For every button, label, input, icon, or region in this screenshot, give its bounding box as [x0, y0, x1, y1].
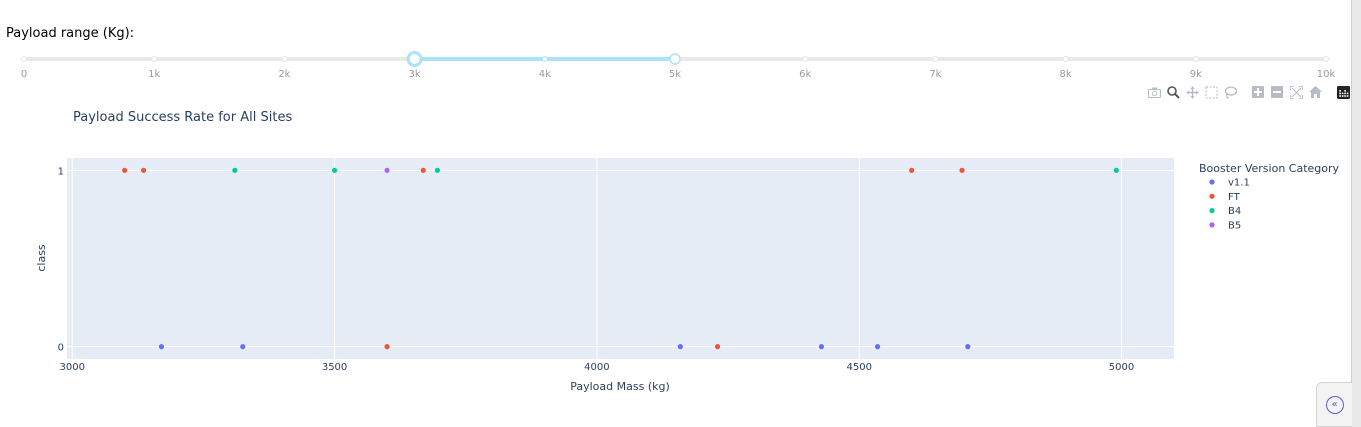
double-chevron-left-icon: «	[1325, 395, 1344, 414]
payload-scatter-chart: Payload Success Rate for All Sites Paylo…	[0, 100, 1350, 414]
camera-icon[interactable]	[1146, 84, 1162, 100]
data-point[interactable]	[140, 167, 147, 173]
sidebar-edge	[1351, 0, 1361, 427]
legend-label: B4	[1228, 206, 1241, 217]
zoom-out-icon[interactable]	[1269, 84, 1285, 100]
series-v1-1	[158, 344, 971, 350]
y-tick-label: 1	[58, 166, 64, 177]
plotly-logo-icon[interactable]	[1335, 84, 1351, 100]
legend-item[interactable]: B5	[1209, 220, 1241, 231]
x-axis-label: Payload Mass (kg)	[570, 380, 670, 393]
data-point[interactable]	[384, 344, 390, 350]
box-select-icon[interactable]	[1203, 84, 1219, 100]
legend-label: B5	[1228, 220, 1241, 231]
slider-graphic[interactable]: 0 1k 2k 3k 4k 5k 6k 7k 8k 9k 10k	[0, 48, 1361, 80]
data-point[interactable]	[714, 344, 721, 350]
x-tick-label: 5000	[1109, 362, 1134, 373]
slider-mark-label: 9k	[1190, 69, 1202, 80]
slider-mark-label: 3k	[409, 69, 421, 80]
payload-range-slider[interactable]: 0 1k 2k 3k 4k 5k 6k 7k 8k 9k 10k	[0, 48, 1361, 80]
zoom-in-icon[interactable]	[1250, 84, 1266, 100]
collapse-panel-button[interactable]: «	[1316, 382, 1352, 427]
y-tick-label: 0	[58, 343, 64, 354]
data-point[interactable]	[959, 167, 965, 173]
slider-mark-dot	[281, 56, 288, 62]
series-ft	[122, 167, 965, 350]
slider-handle-min[interactable]	[406, 51, 423, 67]
chart-title: Payload Success Rate for All Sites	[73, 110, 292, 125]
legend-marker	[1209, 208, 1215, 214]
slider-mark-dot	[151, 56, 158, 62]
slider-mark-label: 8k	[1060, 69, 1072, 80]
slider-mark-dot	[1323, 56, 1329, 62]
legend-marker	[1209, 179, 1215, 185]
zoom-icon[interactable]	[1165, 84, 1181, 100]
data-point[interactable]	[122, 167, 128, 173]
data-point[interactable]	[232, 167, 238, 173]
legend-item[interactable]: v1.1	[1209, 178, 1250, 189]
x-tick-label: 4500	[846, 362, 871, 373]
lasso-icon[interactable]	[1222, 84, 1238, 100]
slider-mark-label: 1k	[148, 69, 160, 80]
data-point[interactable]	[331, 167, 338, 173]
data-point[interactable]	[909, 167, 915, 173]
slider-mark-dot	[21, 56, 27, 62]
data-point[interactable]	[874, 344, 881, 350]
slider-mark-label: 4k	[539, 69, 551, 80]
legend-item[interactable]: FT	[1209, 192, 1241, 203]
data-point[interactable]	[240, 344, 246, 350]
data-point[interactable]	[965, 344, 971, 350]
slider-mark-label: 10k	[1317, 69, 1336, 80]
series-b4	[232, 167, 1119, 173]
slider-mark-label: 0	[21, 69, 27, 80]
data-point[interactable]	[434, 167, 440, 173]
legend-label: v1.1	[1228, 178, 1250, 189]
y-axis-label: class	[35, 244, 48, 272]
data-point[interactable]	[818, 344, 825, 350]
slider-mark-label: 6k	[799, 69, 811, 80]
pan-icon[interactable]	[1184, 84, 1200, 100]
legend-label: FT	[1228, 192, 1241, 203]
slider-mark-label: 7k	[929, 69, 941, 80]
series-b5	[384, 167, 390, 173]
plot-area	[67, 158, 1174, 359]
slider-mark-label: 5k	[669, 69, 681, 80]
plot-modebar	[1146, 84, 1351, 100]
slider-mark-dot	[932, 56, 939, 62]
x-tick-label: 3500	[322, 362, 347, 373]
legend-title: Booster Version Category	[1199, 162, 1340, 175]
slider-mark-dot	[802, 56, 809, 62]
data-point[interactable]	[1113, 167, 1119, 173]
slider-mark-dot	[1192, 56, 1199, 62]
legend-marker	[1209, 222, 1215, 228]
data-point[interactable]	[677, 344, 683, 350]
legend-item[interactable]: B4	[1209, 206, 1241, 217]
slider-handle-max[interactable]	[669, 53, 681, 65]
autoscale-icon[interactable]	[1288, 84, 1304, 100]
data-point[interactable]	[384, 167, 390, 173]
reset-axes-icon[interactable]	[1307, 84, 1323, 100]
slider-mark-label: 2k	[278, 69, 290, 80]
x-tick-label: 4000	[584, 362, 609, 373]
data-point[interactable]	[158, 344, 165, 350]
data-point[interactable]	[420, 167, 426, 173]
slider-mark-dot	[1062, 56, 1069, 62]
slider-mark-dot	[541, 56, 548, 62]
x-tick-label: 3000	[60, 362, 85, 373]
chart-svg: Payload Success Rate for All Sites Paylo…	[35, 110, 1340, 393]
legend-marker	[1209, 193, 1215, 199]
payload-range-label: Payload range (Kg):	[6, 26, 135, 41]
